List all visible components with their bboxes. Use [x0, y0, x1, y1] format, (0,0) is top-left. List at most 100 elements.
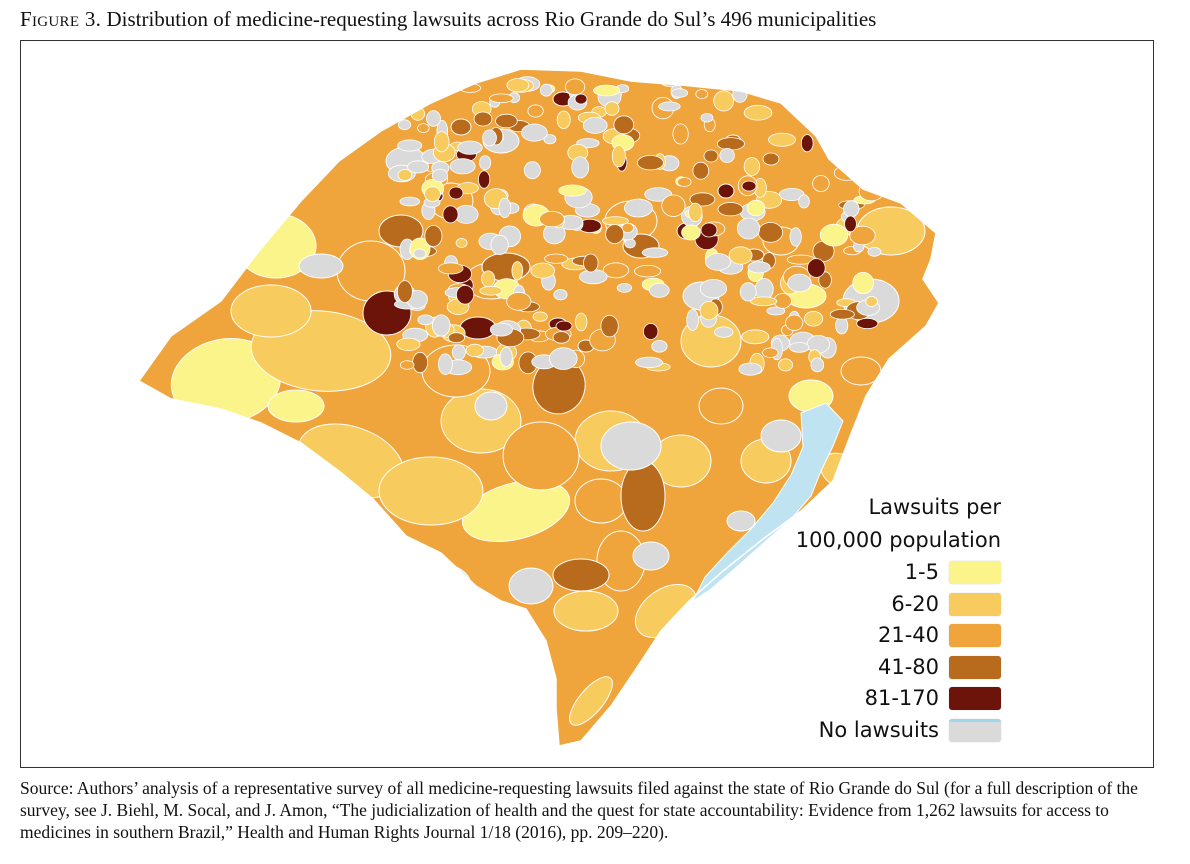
municipality-region — [605, 224, 625, 245]
municipality-region — [856, 154, 877, 176]
municipality-region — [230, 284, 312, 338]
municipality-region — [762, 152, 780, 166]
municipality-region — [726, 510, 756, 532]
municipality-region — [867, 246, 882, 257]
municipality-region — [479, 285, 503, 296]
municipality-region — [498, 197, 512, 219]
municipality-region — [602, 262, 630, 279]
municipality-region — [634, 264, 662, 278]
legend-swatch — [949, 624, 1001, 647]
municipality-region — [768, 132, 796, 147]
municipality-region — [543, 134, 557, 145]
municipality-region — [637, 155, 664, 171]
municipality-region — [747, 261, 771, 274]
municipality-region — [552, 331, 571, 344]
municipality-region — [851, 108, 880, 131]
municipality-region — [692, 161, 710, 180]
municipality-region — [473, 111, 493, 127]
municipality-region — [523, 161, 541, 180]
municipality-region — [812, 175, 830, 192]
municipality-region — [400, 360, 415, 370]
municipality-region — [741, 329, 770, 345]
municipality-region — [635, 356, 663, 368]
municipality-region — [532, 311, 548, 322]
municipality-region — [417, 123, 430, 133]
municipality-region — [611, 145, 626, 168]
municipality-region — [736, 217, 761, 240]
municipality-region — [426, 110, 441, 127]
legend-swatch — [949, 655, 1001, 679]
municipality-region — [511, 261, 524, 281]
municipality-region — [449, 158, 476, 175]
legend-label: 1-5 — [904, 560, 939, 584]
municipality-region — [798, 194, 810, 209]
municipality-region — [574, 478, 628, 524]
municipality-region — [741, 180, 757, 192]
municipality-region — [474, 391, 508, 421]
municipality-region — [604, 101, 620, 116]
municipality-region — [743, 104, 773, 121]
municipality-region — [677, 177, 692, 187]
municipality-region — [762, 347, 779, 358]
municipality-region — [658, 101, 681, 112]
choropleth-map — [137, 68, 940, 747]
municipality-region — [641, 247, 669, 258]
municipality-region — [865, 295, 878, 307]
municipality-region — [530, 262, 556, 279]
municipality-region — [396, 280, 413, 304]
municipality-region — [506, 78, 530, 93]
municipality-region — [803, 310, 824, 327]
figure-label: Figure 3. — [20, 7, 102, 31]
municipality-region — [448, 186, 464, 200]
legend-item: 81-170 — [791, 683, 1001, 715]
municipality-region — [544, 253, 568, 264]
municipality-region — [489, 322, 513, 337]
municipality-region — [620, 460, 666, 532]
municipality-region — [457, 140, 483, 155]
municipality-region — [716, 137, 745, 151]
municipality-region — [789, 227, 802, 247]
municipality-region — [703, 149, 719, 163]
municipality-region — [407, 160, 430, 174]
municipality-region — [396, 86, 423, 107]
municipality-region — [431, 168, 448, 183]
municipality-region — [714, 326, 734, 338]
municipality-region — [481, 270, 496, 288]
municipality-region — [616, 282, 633, 293]
municipality-region — [398, 97, 420, 109]
municipality-region — [719, 148, 735, 164]
municipality-region — [397, 119, 412, 131]
municipality-region — [738, 362, 763, 376]
municipality-region — [688, 202, 703, 223]
municipality-region — [461, 479, 571, 543]
municipality-region — [450, 118, 472, 136]
municipality-region — [552, 558, 610, 592]
municipality-region — [499, 346, 513, 368]
municipality-region — [698, 387, 744, 425]
rio-grande-do-sul-map — [139, 69, 939, 746]
municipality-region — [600, 421, 662, 471]
municipality-region — [593, 84, 621, 97]
legend-label: No lawsuits — [818, 717, 939, 742]
municipality-region — [506, 292, 532, 311]
municipality-region — [417, 314, 434, 326]
legend-swatch — [949, 718, 1001, 742]
municipality-region — [397, 169, 413, 181]
municipality-region — [651, 339, 668, 353]
legend-item: No lawsuits — [791, 715, 1001, 747]
municipality-region — [412, 351, 429, 374]
municipality-region — [835, 316, 849, 335]
municipality-region — [778, 358, 794, 372]
municipality-region — [508, 567, 554, 605]
municipality-region — [749, 296, 778, 307]
municipality-region — [298, 253, 344, 279]
municipality-region — [437, 353, 453, 376]
map-frame: Lawsuits per 100,000 population 1-5 6-20… — [20, 40, 1154, 768]
municipality-region — [399, 196, 421, 207]
municipality-region — [495, 113, 518, 129]
municipality-region — [442, 205, 459, 224]
source-note: Source: Authors’ analysis of a represent… — [20, 778, 1138, 842]
lagoa-dos-patos — [691, 402, 844, 603]
municipality-region — [571, 156, 590, 179]
municipality-region — [479, 155, 492, 171]
